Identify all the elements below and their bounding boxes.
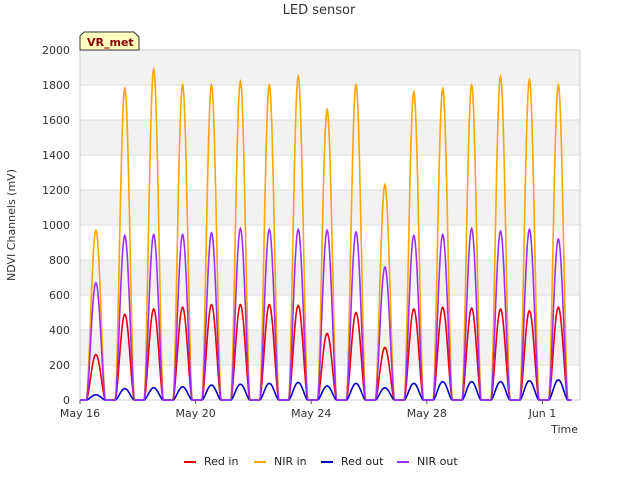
y-tick-label: 2000 [42, 44, 70, 57]
x-tick-label: Jun 1 [528, 407, 557, 420]
series-line-red-out [80, 379, 572, 401]
y-tick-label: 200 [49, 359, 70, 372]
y-axis-ticks: 0 200 400 600 800 1000 1200 1400 1600 1800 2000 [42, 44, 70, 407]
legend-label: Red out [341, 455, 384, 468]
x-tick-label: May 28 [407, 407, 447, 420]
y-tick-label: 0 [63, 394, 70, 407]
series-line-nir-out [80, 226, 572, 401]
legend-label: Red in [204, 455, 238, 468]
x-tick-label: May 20 [175, 407, 215, 420]
y-tick-label: 600 [49, 289, 70, 302]
plot-band [80, 50, 580, 85]
y-tick-label: 1200 [42, 184, 70, 197]
y-tick-label: 400 [49, 324, 70, 337]
plot-band [80, 295, 580, 330]
y-tick-label: 1600 [42, 114, 70, 127]
y-axis-label: NDVI Channels (mV) [5, 169, 18, 281]
legend-label: NIR out [417, 455, 458, 468]
y-tick-label: 800 [49, 254, 70, 267]
series-line-nir-in [80, 66, 572, 401]
legend: Red in NIR in Red out NIR out [184, 455, 458, 468]
plot-band [80, 85, 580, 120]
x-tick-label: May 24 [291, 407, 331, 420]
y-tick-label: 1800 [42, 79, 70, 92]
plot-border [79, 49, 581, 401]
site-badge: VR_met [79, 31, 140, 51]
x-axis-label: Time [550, 423, 578, 436]
series-lines [80, 66, 572, 401]
y-tick-label: 1400 [42, 149, 70, 162]
chart-title: LED sensor [283, 3, 356, 18]
series-line-red-in [80, 303, 572, 401]
x-tick-label: May 16 [60, 407, 100, 420]
x-axis-ticks: May 16 May 20 May 24 May 28 Jun 1 [60, 400, 556, 420]
badge-box [79, 31, 140, 51]
y-tick-label: 1000 [42, 219, 70, 232]
legend-label: NIR in [274, 455, 307, 468]
plot-band [80, 365, 580, 400]
badge-label: VR_met [87, 36, 134, 49]
